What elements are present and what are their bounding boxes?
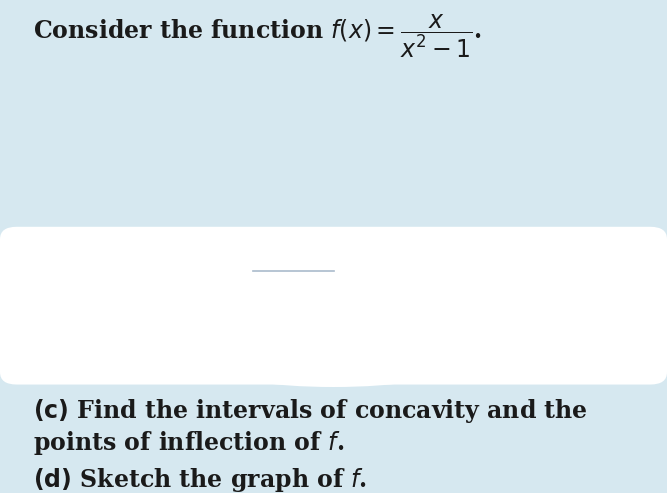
FancyBboxPatch shape (0, 239, 113, 372)
Ellipse shape (217, 348, 450, 387)
Text: points of inflection of $f$.: points of inflection of $f$. (33, 429, 345, 457)
Text: $\mathbf{(c)}$ Find the intervals of concavity and the: $\mathbf{(c)}$ Find the intervals of con… (33, 397, 588, 425)
FancyBboxPatch shape (0, 227, 667, 385)
Text: Consider the function $f(x) = \dfrac{x}{x^2-1}$.: Consider the function $f(x) = \dfrac{x}{… (33, 12, 482, 60)
Text: $\mathbf{(d)}$ Sketch the graph of $f$.: $\mathbf{(d)}$ Sketch the graph of $f$. (33, 466, 368, 493)
Ellipse shape (0, 243, 110, 349)
Ellipse shape (580, 271, 667, 360)
